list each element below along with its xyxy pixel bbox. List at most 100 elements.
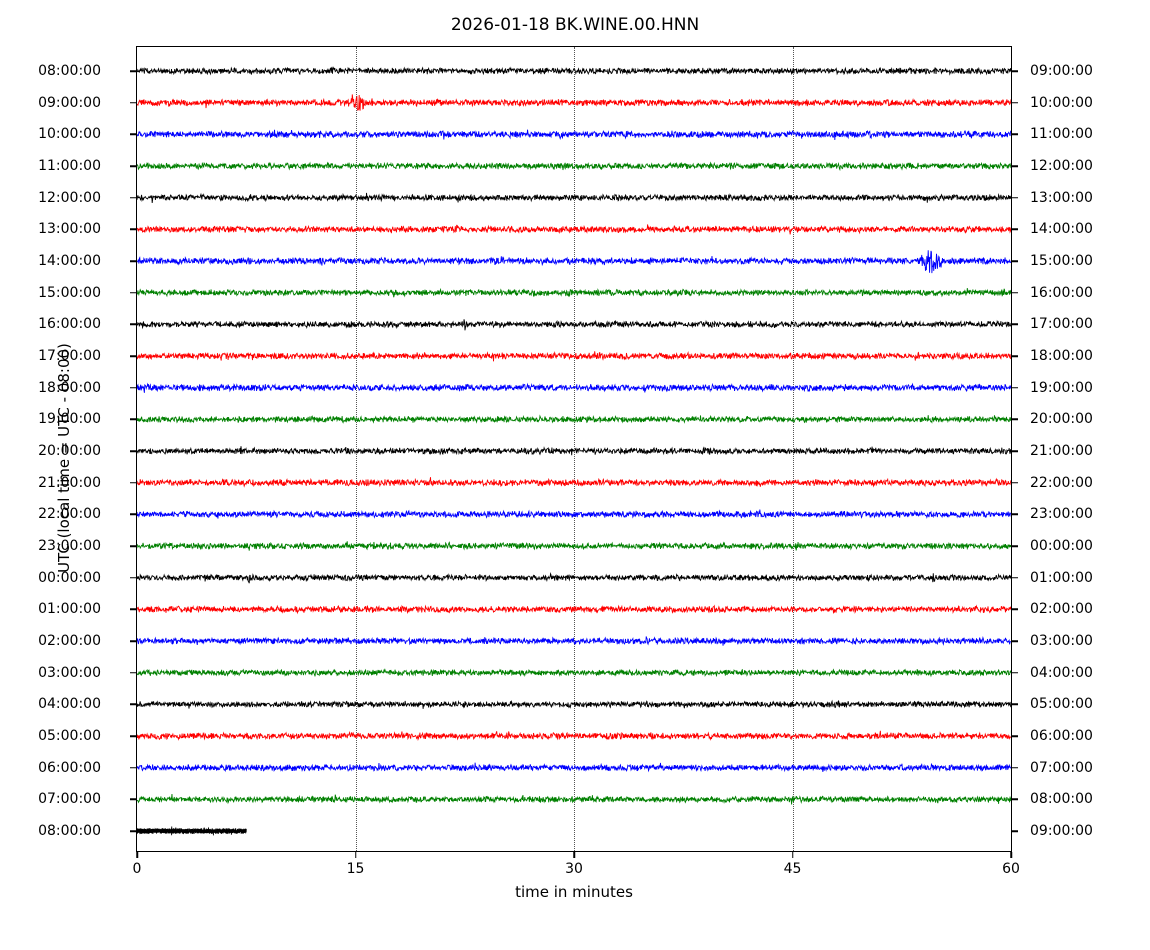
y-tick-label-right: 15:00:00 <box>1030 253 1093 269</box>
plot-area <box>136 46 1012 852</box>
seismic-trace <box>137 319 1011 331</box>
y-tick-mark-left <box>130 450 136 452</box>
y-tick-mark-right <box>1012 513 1018 516</box>
y-axis-right-ticks: 09:00:00 10:00:00 11:00:00 12:00:00 13:00:00… <box>1021 0 1150 950</box>
x-tick-mark <box>136 852 138 858</box>
seismic-trace <box>137 826 247 836</box>
y-tick-mark-right <box>1012 798 1018 801</box>
y-tick-mark-left <box>130 260 136 262</box>
y-tick-mark-right <box>1012 608 1018 611</box>
trace-canvas <box>137 66 1011 836</box>
seismic-trace <box>137 762 1011 773</box>
y-tick-mark-right <box>1012 418 1018 421</box>
y-tick-mark-left <box>130 101 136 104</box>
y-tick-label-left: 12:00:00 <box>38 189 101 206</box>
y-tick-label-left: 06:00:00 <box>38 759 101 776</box>
seismic-trace <box>137 382 1011 393</box>
seismic-trace <box>137 161 1011 172</box>
y-tick-mark-right <box>1012 545 1018 547</box>
seismic-trace <box>137 699 1011 709</box>
y-tick-mark-right <box>1012 228 1018 231</box>
y-tick-label-right: 04:00:00 <box>1030 664 1093 681</box>
grid-line <box>355 47 357 851</box>
y-tick-label-right: 21:00:00 <box>1030 443 1093 459</box>
y-tick-mark-right <box>1012 576 1018 579</box>
y-tick-label-left: 18:00:00 <box>38 379 101 396</box>
y-tick-label-left: 00:00:00 <box>38 569 101 586</box>
y-tick-label-left: 16:00:00 <box>38 316 101 333</box>
y-tick-mark-left <box>130 513 136 516</box>
seismic-trace <box>137 250 1011 274</box>
y-tick-mark-left <box>130 196 136 199</box>
y-tick-mark-right <box>1012 481 1018 484</box>
seismic-trace <box>137 129 1011 141</box>
seismic-trace <box>137 350 1011 362</box>
y-tick-label-left: 10:00:00 <box>38 126 101 143</box>
y-tick-mark-right <box>1012 640 1018 642</box>
seismic-trace <box>137 287 1011 298</box>
y-tick-mark-left <box>130 608 136 611</box>
y-tick-label-left: 02:00:00 <box>38 633 101 649</box>
seismic-trace <box>137 94 1011 111</box>
y-tick-mark-left <box>130 386 136 389</box>
y-tick-label-left: 09:00:00 <box>38 94 101 111</box>
y-tick-label-right: 20:00:00 <box>1030 411 1093 428</box>
seismic-trace <box>137 636 1011 646</box>
y-tick-label-left: 07:00:00 <box>38 791 101 808</box>
y-tick-mark-left <box>130 291 136 294</box>
y-tick-mark-left <box>130 70 136 72</box>
y-tick-label-left: 22:00:00 <box>38 506 101 523</box>
y-tick-label-left: 08:00:00 <box>38 823 101 839</box>
y-tick-label-right: 23:00:00 <box>1030 506 1093 523</box>
seismic-trace <box>137 571 1011 584</box>
y-tick-label-left: 08:00:00 <box>38 63 101 79</box>
y-tick-label-right: 18:00:00 <box>1030 348 1093 364</box>
y-tick-label-right: 01:00:00 <box>1030 569 1093 586</box>
y-tick-label-left: 11:00:00 <box>38 158 101 174</box>
y-tick-label-left: 20:00:00 <box>38 443 101 459</box>
x-tick-label: 0 <box>132 861 142 877</box>
y-tick-mark-right <box>1012 386 1018 389</box>
y-tick-label-right: 00:00:00 <box>1030 538 1093 554</box>
y-tick-mark-left <box>130 355 136 357</box>
y-tick-label-right: 16:00:00 <box>1030 284 1093 301</box>
y-tick-label-right: 05:00:00 <box>1030 696 1093 713</box>
y-tick-mark-left <box>130 323 136 326</box>
x-tick-mark <box>354 852 357 858</box>
seismic-trace <box>137 730 1011 742</box>
y-axis-left-ticks: 08:00:00 09:00:00 10:00:00 11:00:00 12:00:00… <box>0 0 128 950</box>
y-tick-mark-right <box>1012 703 1018 706</box>
y-tick-mark-right <box>1012 196 1018 199</box>
x-tick-mark <box>1010 852 1012 858</box>
seismic-trace <box>137 604 1011 615</box>
y-tick-mark-left <box>130 671 136 674</box>
y-tick-mark-left <box>130 735 136 737</box>
y-tick-mark-left <box>130 133 136 136</box>
page-title: 2026-01-18 BK.WINE.00.HNN <box>450 15 700 35</box>
seismic-trace <box>137 794 1011 805</box>
y-tick-label-right: 19:00:00 <box>1030 379 1093 396</box>
y-tick-mark-right <box>1012 450 1018 452</box>
y-tick-label-left: 21:00:00 <box>38 474 101 491</box>
y-tick-mark-left <box>130 640 136 642</box>
y-tick-mark-left <box>130 703 136 706</box>
y-tick-label-right: 22:00:00 <box>1030 474 1093 491</box>
y-tick-mark-right <box>1012 355 1018 357</box>
y-tick-label-left: 01:00:00 <box>38 601 101 618</box>
y-tick-mark-right <box>1012 133 1018 136</box>
seismic-trace <box>137 509 1011 520</box>
y-tick-mark-left <box>130 165 136 167</box>
seismic-trace <box>137 224 1011 235</box>
seismic-trace <box>137 477 1011 488</box>
y-tick-mark-left <box>130 830 136 832</box>
seismic-trace <box>137 541 1011 551</box>
y-tick-mark-right <box>1012 766 1018 769</box>
y-tick-mark-right <box>1012 70 1018 72</box>
y-tick-label-left: 17:00:00 <box>38 348 101 364</box>
y-tick-label-right: 03:00:00 <box>1030 633 1093 649</box>
y-tick-mark-right <box>1012 101 1018 104</box>
x-tick-mark <box>791 852 794 858</box>
y-tick-label-left: 15:00:00 <box>38 284 101 301</box>
y-tick-label-right: 06:00:00 <box>1030 728 1093 744</box>
